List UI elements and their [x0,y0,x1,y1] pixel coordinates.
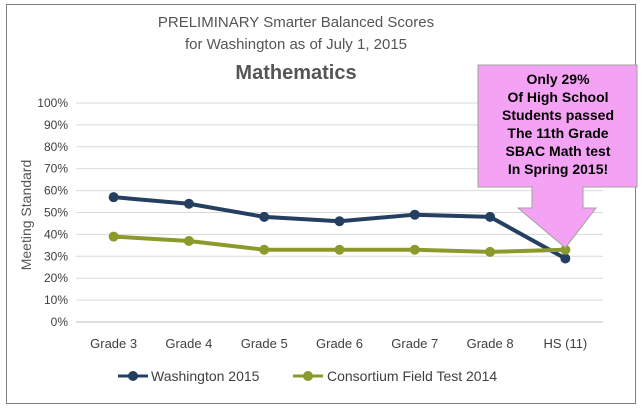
data-point [183,235,194,246]
callout-arrow-box [477,64,638,249]
callout-line-3: Students passed [502,107,614,123]
data-point [334,244,345,255]
y-tick-label: 90% [44,118,68,132]
legend-marker-washington [128,371,138,381]
gridlines [76,102,603,323]
callout-annotation: Only 29% Of High School Students passed … [477,64,638,249]
x-tick-label: Grade 5 [241,336,288,351]
y-tick-label: 10% [44,293,68,307]
legend: Washington 2015 Consortium Field Test 20… [118,368,497,384]
callout-line-4: The 11th Grade [507,125,608,141]
data-point [485,211,496,222]
y-tick-label: 80% [44,140,68,154]
y-tick-label: 60% [44,184,68,198]
x-tick-label: HS (11) [543,336,587,351]
callout-line-6: In Spring 2015! [508,161,608,177]
x-tick-label: Grade 4 [165,336,212,351]
data-point [560,253,571,264]
callout-line-1: Only 29% [526,71,590,87]
x-tick-labels: Grade 3 Grade 4 Grade 5 Grade 6 Grade 7 Grade… [90,336,587,351]
legend-item-consortium: Consortium Field Test 2014 [293,368,497,384]
legend-label-washington: Washington 2015 [151,368,260,384]
data-point [259,244,270,255]
x-tick-label: Grade 3 [90,336,137,351]
data-point [108,192,119,203]
legend-marker-consortium [303,371,313,381]
legend-label-consortium: Consortium Field Test 2014 [327,368,497,384]
legend-item-washington: Washington 2015 [118,368,260,384]
x-tick-label: Grade 8 [467,336,514,351]
y-tick-label: 40% [44,227,68,241]
data-point [334,216,345,227]
chart-title-line-1: PRELIMINARY Smarter Balanced Scores [158,14,434,31]
y-tick-label: 50% [44,206,68,220]
y-tick-label: 70% [44,162,68,176]
callout-line-2: Of High School [507,89,608,105]
data-point [560,244,571,255]
callout-line-5: SBAC Math test [505,143,610,159]
chart-title-line-2: for Washington as of July 1, 2015 [185,36,407,53]
data-point [183,198,194,209]
y-tick-labels: 0% 10% 20% 30% 40% 50% 60% 70% 80% 90% 100% [37,96,68,329]
data-point [409,209,420,220]
chart-subtitle: Mathematics [235,62,356,84]
y-tick-label: 30% [44,249,68,263]
data-point [108,231,119,242]
y-tick-label: 0% [51,315,69,329]
data-point [409,244,420,255]
data-point [485,246,496,257]
y-axis-label: Meeting Standard [18,160,34,271]
y-tick-label: 100% [37,96,68,110]
series-lines [108,192,571,264]
data-point [259,211,270,222]
x-tick-label: Grade 6 [316,336,363,351]
y-tick-label: 20% [44,271,68,285]
x-tick-label: Grade 7 [391,336,438,351]
